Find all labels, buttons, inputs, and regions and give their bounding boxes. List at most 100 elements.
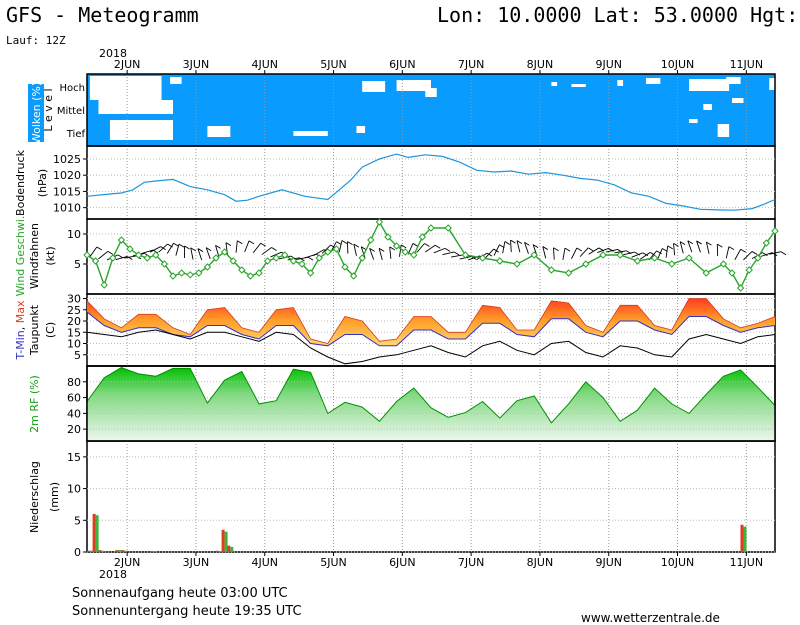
temp-tick-label: 10 bbox=[67, 338, 81, 351]
wind-point bbox=[238, 266, 246, 274]
wind-barb bbox=[197, 248, 203, 261]
pressure-ylabel-unit: (hPa) bbox=[36, 169, 49, 197]
credit-link[interactable]: www.wetterzentrale.de bbox=[581, 611, 720, 625]
wind-barb bbox=[679, 241, 684, 254]
pressure-tick-label: 1020 bbox=[53, 169, 81, 182]
cloud-level-axis-label: L e v e l bbox=[42, 88, 55, 131]
wind-point bbox=[547, 266, 556, 274]
wind-barb bbox=[588, 247, 600, 255]
top-day-label: 9JUN bbox=[595, 58, 622, 71]
wind-barb bbox=[378, 248, 383, 261]
wind-barb-flag bbox=[184, 245, 190, 250]
dewpoint-line bbox=[86, 329, 776, 365]
humidity-line bbox=[86, 367, 776, 424]
wind-point bbox=[160, 260, 169, 268]
wind-barb bbox=[597, 248, 609, 253]
humidity-tick-label: 80 bbox=[67, 376, 81, 389]
cloud-patch bbox=[144, 100, 156, 112]
wind-barb-flag bbox=[662, 248, 668, 252]
location-info: Lon: 10.0000 Lat: 53.0000 Hgt: 8 bbox=[437, 3, 800, 27]
wind-barb-flag bbox=[197, 248, 204, 252]
wind-point bbox=[83, 251, 91, 259]
wind-barb bbox=[485, 248, 494, 259]
precip-tick-label: 15 bbox=[67, 451, 81, 464]
wind-speed-line bbox=[86, 220, 776, 290]
bottom-day-label: 10JUN bbox=[661, 556, 695, 569]
wind-barb-flag bbox=[516, 240, 523, 244]
wind-barb bbox=[696, 240, 701, 253]
wind-barb-flag bbox=[400, 244, 407, 249]
wind-barb bbox=[338, 240, 343, 253]
bottom-day-label: 3JUN bbox=[183, 556, 210, 569]
wind-point bbox=[375, 218, 384, 226]
wind-barb-flag bbox=[656, 250, 662, 255]
wind-barb bbox=[510, 240, 512, 253]
bottom-day-label: 2JUN bbox=[114, 556, 141, 569]
precip-tick-label: 5 bbox=[74, 514, 81, 527]
wind-barb bbox=[524, 242, 529, 254]
wind-point bbox=[152, 251, 160, 259]
wind-point bbox=[599, 251, 607, 259]
wind-point bbox=[410, 251, 418, 259]
wind-barb bbox=[687, 240, 693, 253]
wind-point bbox=[384, 233, 392, 241]
cloud-patch bbox=[689, 79, 730, 91]
cloud-patch bbox=[551, 82, 558, 86]
wind-point bbox=[444, 224, 452, 232]
wind-ylabel: Wind Geschwi. bbox=[14, 216, 27, 297]
wind-point bbox=[496, 257, 504, 265]
temp-tick-label: 15 bbox=[67, 326, 81, 339]
wind-point bbox=[685, 254, 693, 262]
wind-barb-flag bbox=[117, 254, 124, 259]
precip-bar-green bbox=[224, 531, 228, 552]
cloud-patch bbox=[689, 119, 698, 123]
wind-barb-flag bbox=[237, 240, 243, 245]
wind-barb bbox=[640, 252, 651, 260]
wind-barb-flag bbox=[307, 256, 314, 261]
temp-tick-label: 25 bbox=[67, 304, 81, 317]
precip-bar-green bbox=[743, 526, 747, 552]
pressure-panel-frame bbox=[86, 145, 776, 220]
wind-point bbox=[91, 257, 100, 265]
top-day-label: 8JUN bbox=[527, 58, 554, 71]
wind-barb-flag bbox=[687, 240, 694, 245]
humidity-ylabel: 2m RF (%) bbox=[28, 375, 41, 433]
model-run-label: Lauf: 12Z bbox=[6, 34, 66, 47]
temp-tick-label: 20 bbox=[67, 315, 81, 328]
cloud-patch bbox=[104, 95, 133, 106]
wind-point bbox=[306, 269, 315, 277]
wind-barb bbox=[141, 249, 154, 254]
wind-point bbox=[289, 257, 298, 265]
wind-barb-flag bbox=[780, 251, 787, 256]
bottom-year-label: 2018 bbox=[99, 568, 127, 581]
precip-bar-red bbox=[115, 550, 119, 552]
wind-point bbox=[358, 254, 366, 262]
wind-barb bbox=[605, 248, 618, 253]
wind-barb-flag bbox=[424, 243, 430, 247]
cloud-patch bbox=[571, 84, 586, 87]
wind-barb-flag bbox=[717, 243, 723, 248]
wind-barb-flag bbox=[762, 252, 768, 257]
wind-barb-flag bbox=[667, 245, 673, 250]
wind-barb-flag bbox=[673, 243, 679, 247]
wind-point bbox=[246, 272, 255, 280]
wind-barb bbox=[769, 251, 782, 255]
wind-barb bbox=[493, 244, 500, 256]
wind-point bbox=[195, 269, 203, 277]
wind-unit: (kt) bbox=[44, 246, 57, 265]
bottom-day-label: 11JUN bbox=[730, 556, 764, 569]
temp-unit: (C) bbox=[44, 322, 57, 338]
precip-bar-red bbox=[86, 550, 90, 552]
top-day-label: 2JUN bbox=[114, 58, 141, 71]
wind-barb-flag bbox=[412, 243, 419, 247]
wind-barb-flag bbox=[728, 246, 735, 250]
wind-barb bbox=[562, 248, 566, 260]
precip-bar-red bbox=[121, 550, 125, 552]
wind-point bbox=[762, 239, 771, 247]
precip-bar-green bbox=[89, 550, 93, 552]
cloud-patch bbox=[646, 78, 661, 84]
precip-bar-red bbox=[221, 529, 225, 552]
